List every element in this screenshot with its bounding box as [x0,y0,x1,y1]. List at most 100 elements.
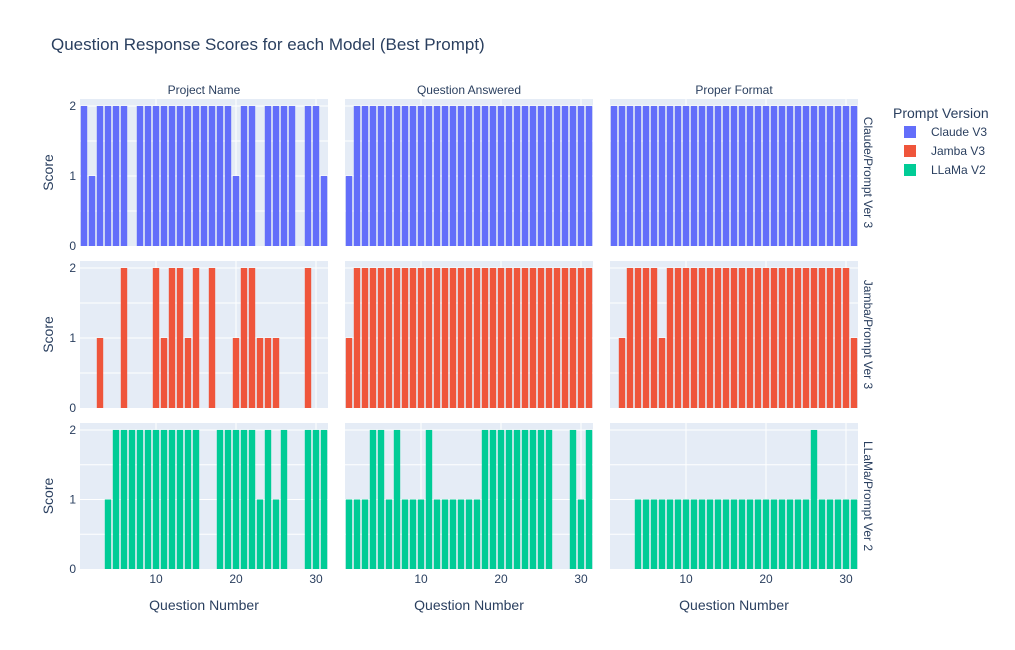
bar [345,176,353,246]
bar [762,268,770,408]
bar [786,106,794,246]
bar [802,499,810,569]
bar [706,499,714,569]
bar [457,106,465,246]
bar [722,268,730,408]
bar [690,499,698,569]
bar [208,106,216,246]
bar [513,429,521,569]
bar [810,429,818,569]
bar [489,268,497,408]
bar [393,106,401,246]
bar [818,268,826,408]
bar [569,429,577,569]
legend-item[interactable]: LLaMa V2 [904,163,986,177]
bar [658,338,666,408]
bar [224,106,232,246]
bar [842,268,850,408]
bar [136,106,144,246]
bar [449,499,457,569]
y-tick-label: 1 [69,492,76,506]
legend-title: Prompt Version [893,105,989,121]
bar [770,499,778,569]
bar [409,499,417,569]
bar [457,499,465,569]
bar [304,106,312,246]
bar [361,268,369,408]
bar [481,429,489,569]
bar [738,268,746,408]
legend-item[interactable]: Claude V3 [904,125,987,139]
bar [850,338,858,408]
bar [834,106,842,246]
bar [401,268,409,408]
bar [192,429,200,569]
bar [634,499,642,569]
bar [634,106,642,246]
bar [320,429,328,569]
bar [449,268,457,408]
bar [505,106,513,246]
bar [465,499,473,569]
bar [810,268,818,408]
bar [577,499,585,569]
legend-swatch [904,126,916,138]
bar [529,429,537,569]
bar [240,106,248,246]
bar [385,499,393,569]
bar [417,499,425,569]
bar [369,429,377,569]
bar [312,106,320,246]
bar [842,106,850,246]
y-tick-label: 2 [69,423,76,437]
column-title: Project Name [168,83,241,97]
row-label: Jamba/Prompt Ver 3 [861,280,875,390]
bar [280,106,288,246]
x-axis-title: Question Number [679,597,789,613]
bar [304,268,312,408]
x-tick-label: 20 [759,572,773,586]
x-tick-label: 30 [574,572,588,586]
subplot-0-0: 0 1 2 [69,99,328,253]
y-axis-title: Score [40,478,56,515]
bar [240,268,248,408]
bar [481,106,489,246]
bar [802,106,810,246]
subplot-0-2 [610,99,858,246]
bar [152,268,160,408]
bar [698,499,706,569]
subplot-1-2 [610,261,858,408]
bar [746,106,754,246]
bar [585,268,593,408]
bar [658,106,666,246]
bar [714,106,722,246]
legend[interactable]: Prompt Version Claude V3 Jamba V3 LLaMa V2 [893,105,989,177]
bar [361,499,369,569]
bar [682,268,690,408]
bar [650,499,658,569]
column-title: Question Answered [417,83,521,97]
bar [738,106,746,246]
bar [473,268,481,408]
legend-item[interactable]: Jamba V3 [904,144,985,158]
bar [674,268,682,408]
bar [465,268,473,408]
x-tick-label: 10 [149,572,163,586]
bar [513,106,521,246]
bar [248,268,256,408]
bar [561,268,569,408]
bar [240,429,248,569]
bar [794,106,802,246]
bar [393,268,401,408]
panels-layer: Project Name Question Answered Proper Form… [40,83,875,613]
legend-swatch [904,164,916,176]
bar [176,268,184,408]
bar [553,268,561,408]
plot-background [80,261,328,408]
bar [264,338,272,408]
bar [738,499,746,569]
bar [569,268,577,408]
bar [666,106,674,246]
bar [762,499,770,569]
